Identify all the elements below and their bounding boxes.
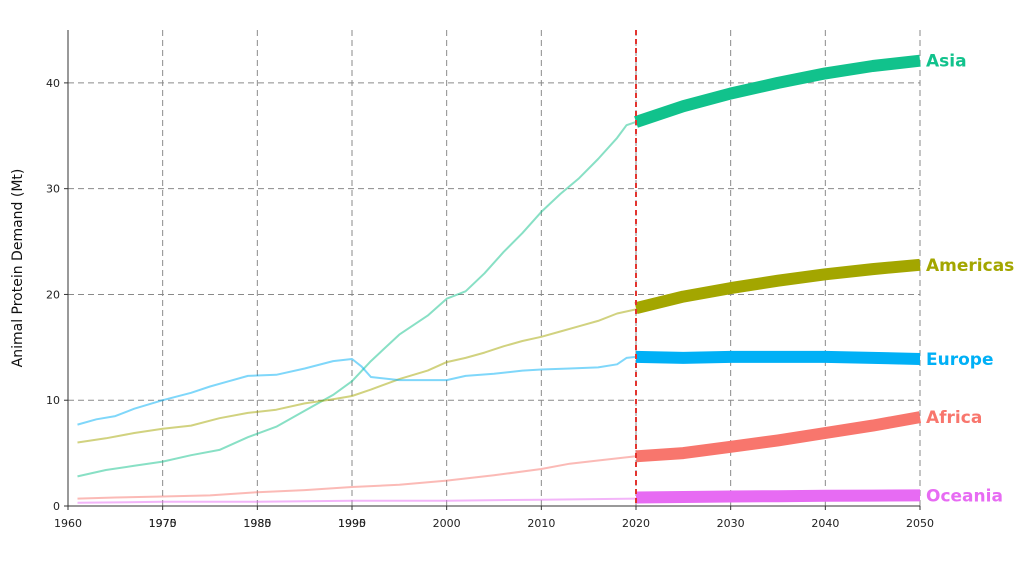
x-tick-label-overlay: 1995 <box>338 517 366 530</box>
africa-historical-line <box>77 455 637 500</box>
americas-projection-line <box>634 258 921 315</box>
x-tick-label: 2050 <box>906 517 934 530</box>
oceania-historical-line <box>77 497 637 504</box>
series-lines <box>77 54 922 504</box>
series-labels: Asia Americas Europe Africa Oceania <box>926 52 1014 507</box>
asia-historical-line <box>77 121 637 478</box>
y-tick-label: 30 <box>46 183 60 196</box>
americas-label: Americas <box>926 256 1014 276</box>
y-tick-label: 10 <box>46 394 60 407</box>
x-tick-label-overlay: 1985 <box>243 517 271 530</box>
x-tick-label: 1970 <box>149 517 177 530</box>
x-tick-label: 2010 <box>527 517 555 530</box>
x-tick-label: 2000 <box>433 517 461 530</box>
x-tick-label: 2040 <box>811 517 839 530</box>
europe-projection-line <box>635 350 921 365</box>
africa-label: Africa <box>926 408 982 428</box>
y-tick-label: 0 <box>53 500 60 513</box>
y-tick-label: 40 <box>46 77 60 90</box>
europe-label: Europe <box>926 350 993 370</box>
oceania-projection-line <box>635 489 921 504</box>
x-tick-label-overlay: 1975 <box>149 517 177 530</box>
x-axis-ticks: 1960 1970 1980 1990 2000 2010 2020 2030 2040 2050… <box>54 506 934 530</box>
x-tick-label: 1990 <box>338 517 366 530</box>
africa-projection-line <box>635 411 922 463</box>
x-tick-label: 1960 <box>54 517 82 530</box>
y-axis-label: Animal Protein Demand (Mt) <box>10 169 26 368</box>
y-axis-ticks: 0 10 20 30 40 <box>46 77 68 513</box>
axes <box>67 30 920 507</box>
oceania-label: Oceania <box>926 486 1003 506</box>
europe-historical-line <box>77 355 637 426</box>
y-tick-label: 20 <box>46 288 60 301</box>
x-tick-label: 2020 <box>622 517 650 530</box>
x-tick-label: 1980 <box>243 517 271 530</box>
asia-label: Asia <box>926 52 967 72</box>
x-tick-label: 2030 <box>717 517 745 530</box>
asia-projection-line <box>634 54 921 128</box>
